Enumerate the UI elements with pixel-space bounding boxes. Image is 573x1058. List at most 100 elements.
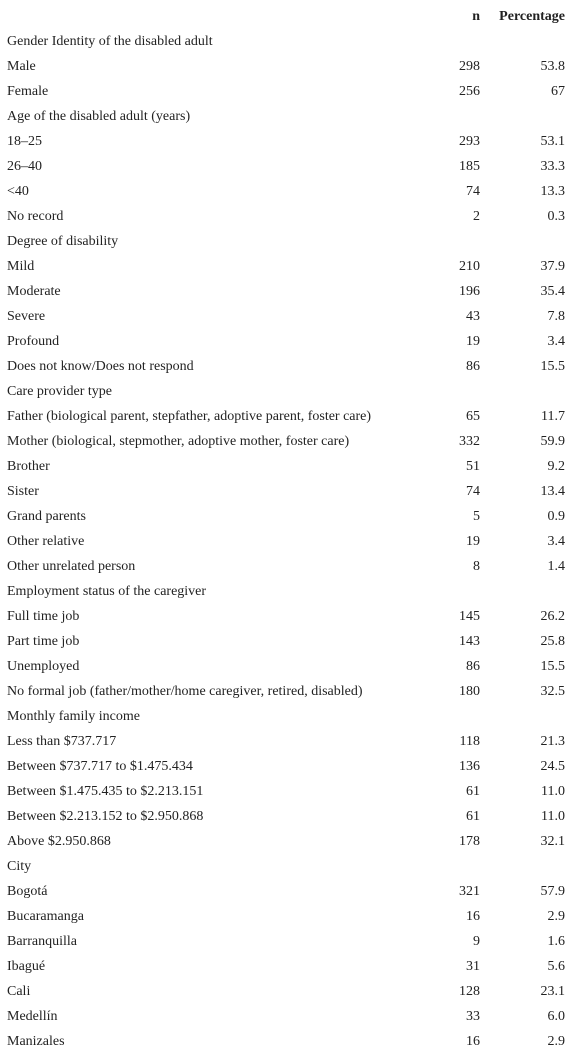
percentage: 5.6 xyxy=(547,959,566,974)
row-label: Sister xyxy=(7,484,39,499)
row-label: Manizales xyxy=(7,1034,65,1049)
count: 145 xyxy=(459,609,480,624)
count: 118 xyxy=(459,734,480,749)
count: 2 xyxy=(473,209,480,224)
row-label: Male xyxy=(7,59,36,74)
row-label: Other unrelated person xyxy=(7,559,136,574)
row-label: Bucaramanga xyxy=(7,909,84,924)
row-label: Does not know/Does not respond xyxy=(7,359,194,374)
percentage: 26.2 xyxy=(540,609,566,624)
percentage: 57.9 xyxy=(540,884,566,899)
row-label: Father (biological parent, stepfather, a… xyxy=(7,409,372,424)
count: 9 xyxy=(473,934,480,949)
row-label: No record xyxy=(7,209,64,224)
section-label: Degree of disability xyxy=(7,234,119,249)
row-label: Above $2.950.868 xyxy=(7,834,111,849)
percentage: 32.1 xyxy=(540,834,566,849)
percentage: 67 xyxy=(551,84,565,99)
row-label: Bogotá xyxy=(7,884,48,899)
percentage: 11.0 xyxy=(541,784,565,799)
count: 178 xyxy=(459,834,480,849)
count: 293 xyxy=(459,134,480,149)
count: 332 xyxy=(459,434,480,449)
row-label: Grand parents xyxy=(7,509,86,524)
row-label: 18–25 xyxy=(7,134,42,149)
row-label: Between $2.213.152 to $2.950.868 xyxy=(7,809,204,824)
row-label: Cali xyxy=(7,984,31,999)
header-percentage: Percentage xyxy=(499,9,565,24)
count: 136 xyxy=(459,759,480,774)
percentage: 3.4 xyxy=(547,334,566,349)
count: 19 xyxy=(466,534,480,549)
count: 5 xyxy=(473,509,480,524)
section-label: Gender Identity of the disabled adult xyxy=(7,34,213,49)
percentage: 32.5 xyxy=(540,684,566,699)
count: 16 xyxy=(466,909,480,924)
row-label: Between $1.475.435 to $2.213.151 xyxy=(7,784,204,799)
row-label: 26–40 xyxy=(7,159,42,174)
row-label: Female xyxy=(7,84,49,99)
percentage: 33.3 xyxy=(540,159,566,174)
count: 74 xyxy=(466,184,480,199)
row-label: Unemployed xyxy=(7,659,80,674)
percentage: 25.8 xyxy=(540,634,566,649)
count: 43 xyxy=(466,309,480,324)
section-label: Employment status of the caregiver xyxy=(7,584,207,599)
section-label: Care provider type xyxy=(7,384,112,399)
row-label: Other relative xyxy=(7,534,85,549)
percentage: 2.9 xyxy=(547,1034,566,1049)
row-label: Profound xyxy=(7,334,60,349)
percentage: 1.6 xyxy=(547,934,566,949)
count: 210 xyxy=(459,259,480,274)
count: 128 xyxy=(459,984,480,999)
percentage: 24.5 xyxy=(540,759,566,774)
row-label: Moderate xyxy=(7,284,61,299)
count: 65 xyxy=(466,409,480,424)
percentage: 1.4 xyxy=(547,559,566,574)
row-label: Ibagué xyxy=(7,959,46,974)
row-label: Less than $737.717 xyxy=(7,734,117,749)
row-label: Full time job xyxy=(7,609,80,624)
count: 86 xyxy=(466,659,480,674)
percentage: 37.9 xyxy=(540,259,566,274)
percentage: 15.5 xyxy=(540,359,566,374)
percentage: 2.9 xyxy=(547,909,566,924)
row-label: No formal job (father/mother/home caregi… xyxy=(7,684,363,699)
count: 86 xyxy=(466,359,480,374)
percentage: 3.4 xyxy=(547,534,566,549)
count: 33 xyxy=(466,1009,480,1024)
percentage: 0.9 xyxy=(547,509,566,524)
percentage: 9.2 xyxy=(547,459,566,474)
percentage: 6.0 xyxy=(547,1009,566,1024)
count: 61 xyxy=(466,784,480,799)
count: 256 xyxy=(459,84,480,99)
percentage: 35.4 xyxy=(540,284,566,299)
percentage: 11.0 xyxy=(541,809,565,824)
percentage: 15.5 xyxy=(540,659,566,674)
row-label: <40 xyxy=(7,184,29,199)
percentage: 11.7 xyxy=(541,409,565,424)
count: 8 xyxy=(473,559,480,574)
count: 185 xyxy=(459,159,480,174)
section-label: City xyxy=(7,859,32,874)
count: 19 xyxy=(466,334,480,349)
count: 298 xyxy=(459,59,480,74)
row-label: Brother xyxy=(7,459,50,474)
count: 16 xyxy=(466,1034,480,1049)
header-n: n xyxy=(472,9,480,24)
row-label: Medellín xyxy=(7,1009,58,1024)
section-label: Monthly family income xyxy=(7,709,140,724)
percentage: 13.3 xyxy=(540,184,566,199)
percentage: 13.4 xyxy=(540,484,566,499)
percentage: 23.1 xyxy=(540,984,566,999)
percentage: 53.1 xyxy=(540,134,566,149)
row-label: Part time job xyxy=(7,634,80,649)
row-label: Severe xyxy=(7,309,46,324)
percentage: 0.3 xyxy=(547,209,566,224)
section-label: Age of the disabled adult (years) xyxy=(7,109,191,124)
percentage: 59.9 xyxy=(540,434,566,449)
count: 74 xyxy=(466,484,480,499)
row-label: Between $737.717 to $1.475.434 xyxy=(7,759,193,774)
count: 196 xyxy=(459,284,480,299)
